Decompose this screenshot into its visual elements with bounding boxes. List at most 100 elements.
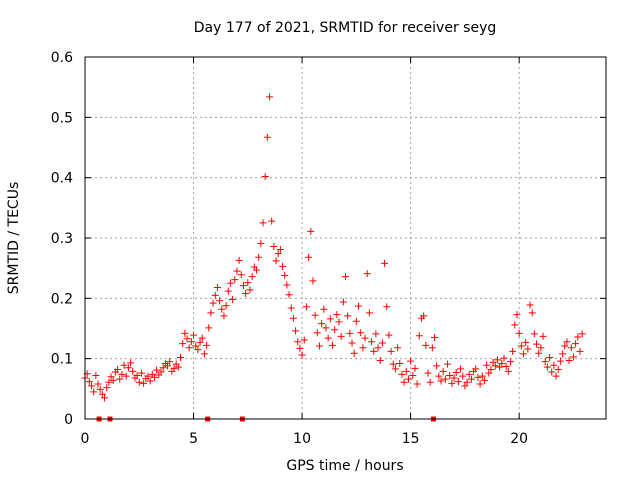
data-point bbox=[307, 227, 315, 235]
y-tick-label: 0.6 bbox=[51, 50, 73, 66]
data-point bbox=[276, 245, 284, 253]
x-tick-label: 10 bbox=[293, 431, 311, 447]
data-point bbox=[200, 350, 208, 358]
data-point bbox=[137, 369, 145, 377]
data-point bbox=[328, 341, 336, 349]
data-point bbox=[383, 303, 391, 311]
data-point bbox=[528, 309, 536, 317]
data-point bbox=[220, 312, 228, 320]
data-point bbox=[270, 242, 278, 250]
data-point bbox=[355, 302, 363, 310]
data-point bbox=[85, 378, 93, 386]
data-point bbox=[226, 279, 234, 287]
data-point bbox=[205, 324, 213, 332]
data-point bbox=[105, 378, 113, 386]
data-point bbox=[517, 342, 525, 350]
data-point bbox=[88, 382, 96, 390]
y-axis-title: SRMTID / TECUs bbox=[6, 182, 22, 295]
data-point bbox=[92, 372, 100, 380]
data-point bbox=[348, 339, 356, 347]
data-point bbox=[259, 219, 267, 227]
data-point bbox=[235, 256, 243, 264]
data-point bbox=[563, 338, 571, 346]
data-point bbox=[511, 321, 519, 329]
data-point bbox=[153, 366, 161, 374]
data-point bbox=[567, 344, 575, 352]
data-point bbox=[118, 370, 126, 378]
data-point bbox=[476, 380, 484, 388]
data-point bbox=[350, 349, 358, 357]
data-point bbox=[129, 367, 137, 375]
data-point bbox=[411, 364, 419, 372]
data-point bbox=[196, 338, 204, 346]
data-point bbox=[533, 340, 541, 348]
data-point bbox=[272, 257, 280, 265]
data-point bbox=[177, 353, 185, 361]
data-point bbox=[211, 291, 219, 299]
data-point bbox=[461, 382, 469, 390]
data-point bbox=[431, 334, 439, 342]
data-point bbox=[457, 365, 465, 373]
data-point bbox=[140, 379, 148, 387]
data-point bbox=[194, 346, 202, 354]
data-point bbox=[309, 277, 317, 285]
data-point bbox=[559, 350, 567, 358]
data-point bbox=[374, 344, 382, 352]
data-point bbox=[493, 356, 501, 364]
data-point bbox=[300, 336, 308, 344]
data-point bbox=[237, 271, 245, 279]
data-point bbox=[576, 347, 584, 355]
data-point bbox=[246, 286, 254, 294]
data-point bbox=[192, 342, 200, 350]
data-point bbox=[298, 351, 306, 359]
data-point bbox=[535, 349, 543, 357]
data-point bbox=[248, 273, 256, 281]
y-tick-label: 0.4 bbox=[51, 171, 73, 187]
data-point bbox=[198, 334, 206, 342]
data-point bbox=[381, 259, 389, 267]
data-point bbox=[183, 335, 191, 343]
data-point bbox=[506, 358, 514, 366]
y-tick-label: 0 bbox=[64, 412, 73, 428]
data-point bbox=[480, 376, 488, 384]
data-point bbox=[133, 372, 141, 380]
data-point bbox=[422, 341, 430, 349]
data-point bbox=[109, 376, 117, 384]
data-point bbox=[181, 329, 189, 337]
data-point bbox=[157, 368, 165, 376]
data-point bbox=[331, 326, 339, 334]
data-point bbox=[185, 344, 193, 352]
data-point bbox=[578, 330, 586, 338]
data-point bbox=[439, 367, 447, 375]
data-point bbox=[548, 368, 556, 376]
data-point bbox=[402, 367, 410, 375]
data-point bbox=[502, 363, 510, 371]
data-point bbox=[174, 363, 182, 371]
data-point bbox=[229, 296, 237, 304]
data-point bbox=[279, 262, 287, 270]
x-axis-title: GPS time / hours bbox=[286, 458, 403, 474]
data-point bbox=[526, 301, 534, 309]
data-point bbox=[389, 360, 397, 368]
data-point bbox=[454, 378, 462, 386]
data-point bbox=[554, 366, 562, 374]
data-point bbox=[537, 344, 545, 352]
data-point bbox=[213, 283, 221, 291]
chart-title: Day 177 of 2021, SRMTID for receiver sey… bbox=[194, 20, 497, 36]
data-point bbox=[233, 267, 241, 275]
data-point bbox=[114, 366, 122, 374]
data-point bbox=[283, 281, 291, 289]
data-point bbox=[116, 375, 124, 383]
data-point bbox=[166, 358, 174, 366]
data-point bbox=[335, 318, 343, 326]
data-point bbox=[415, 332, 423, 340]
data-point bbox=[444, 360, 452, 368]
data-point bbox=[546, 353, 554, 361]
data-point bbox=[127, 359, 135, 367]
data-point bbox=[333, 311, 341, 319]
data-point bbox=[268, 217, 276, 225]
data-point bbox=[483, 361, 491, 369]
data-point bbox=[346, 329, 354, 337]
data-point bbox=[289, 314, 297, 322]
